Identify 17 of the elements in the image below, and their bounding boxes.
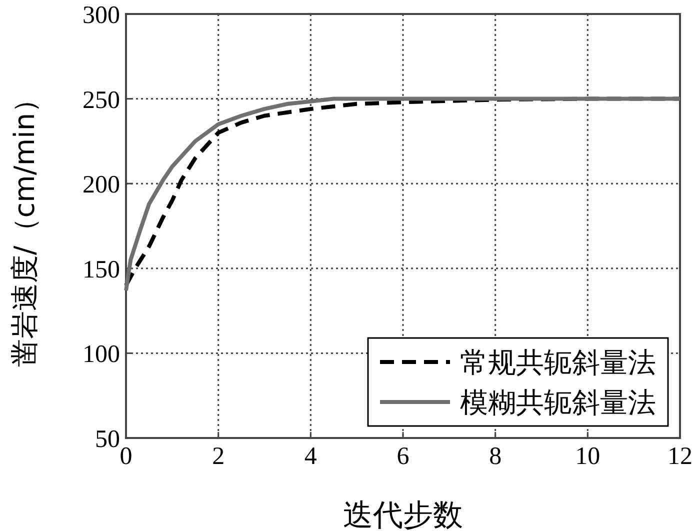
y-tick-label: 150 xyxy=(82,256,120,284)
x-tick-label: 8 xyxy=(489,443,502,470)
x-tick-label: 10 xyxy=(575,443,600,470)
x-tick-label: 4 xyxy=(304,443,318,470)
x-tick-label: 0 xyxy=(120,443,132,470)
x-axis-title: 迭代步数 xyxy=(343,498,463,531)
y-axis-title: 凿岩速度/（cm/min） xyxy=(8,84,41,368)
legend-label: 常规共轭斜量法 xyxy=(460,346,656,379)
y-tick-label: 50 xyxy=(95,426,120,453)
x-tick-label: 12 xyxy=(668,443,692,470)
y-tick-label: 100 xyxy=(82,341,120,368)
legend-label: 模糊共轭斜量法 xyxy=(460,386,656,419)
y-tick-label: 300 xyxy=(82,2,120,29)
y-tick-label: 200 xyxy=(82,172,120,199)
x-tick-label: 2 xyxy=(212,443,225,470)
y-tick-label: 250 xyxy=(82,86,120,114)
x-tick-label: 6 xyxy=(396,443,410,470)
